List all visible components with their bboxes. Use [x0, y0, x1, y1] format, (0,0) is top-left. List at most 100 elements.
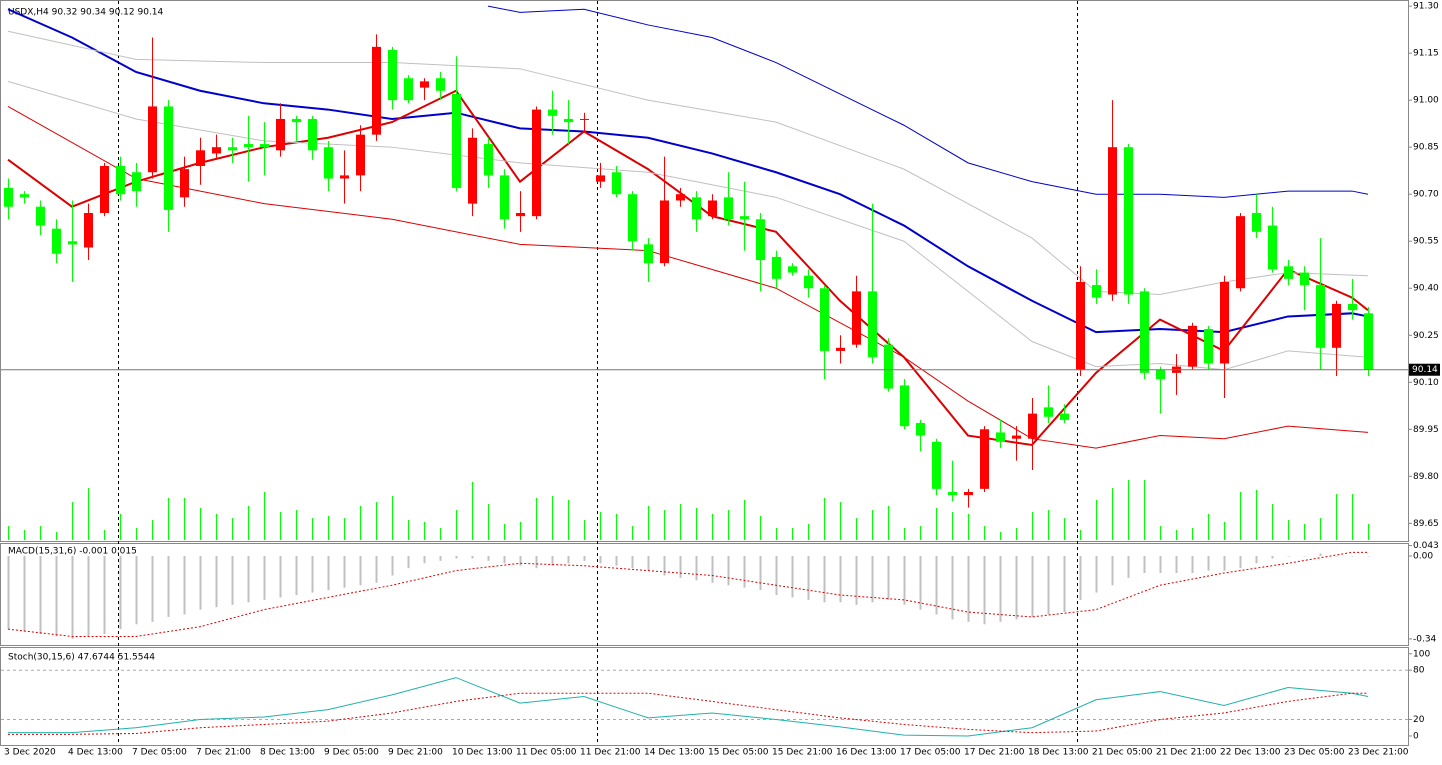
candle-body: [868, 291, 877, 358]
candle-body: [1316, 285, 1325, 348]
indicator-line: [7, 80, 1369, 371]
macd-bar: [855, 555, 858, 605]
x-tick-label: 9 Dec 21:00: [388, 748, 443, 758]
macd-bar: [951, 555, 954, 620]
candle-body: [516, 213, 525, 217]
x-tick-label: 11 Dec 05:00: [516, 748, 577, 758]
macd-bar: [663, 555, 666, 576]
macd-bar: [1287, 555, 1290, 557]
macd-bar: [487, 555, 490, 561]
y-tick-label: 0.00: [1413, 551, 1433, 561]
x-tick-label: 17 Dec 21:00: [964, 748, 1025, 758]
macd-bar: [279, 555, 282, 598]
macd-bar: [1175, 555, 1178, 574]
macd-bar: [1111, 555, 1114, 586]
candle-body: [148, 106, 157, 173]
candle-body: [468, 137, 477, 204]
y-tick-label: 91.00: [1413, 96, 1439, 106]
candle-body: [1012, 435, 1021, 439]
candle-body: [692, 197, 701, 220]
candle-body: [644, 244, 653, 264]
candle-body: [276, 118, 285, 151]
candle-body: [372, 46, 381, 135]
y-tick-label: 89.65: [1413, 519, 1439, 529]
candle-body: [340, 175, 349, 179]
candle-body: [244, 144, 253, 148]
price-label-box: [1409, 363, 1440, 376]
macd-bar: [39, 555, 42, 635]
macd-bar: [551, 555, 554, 566]
macd-bar: [215, 555, 218, 608]
macd-bar: [839, 555, 842, 603]
x-tick-label: 14 Dec 13:00: [644, 748, 705, 758]
macd-bar: [1031, 555, 1034, 617]
candle-body: [388, 50, 397, 101]
candle-body: [564, 118, 573, 123]
macd-bar: [887, 555, 890, 600]
macd-bar: [199, 555, 202, 610]
candle-body: [1108, 147, 1117, 295]
candle-body: [452, 93, 461, 188]
macd-bar: [823, 555, 826, 603]
macd-bar: [519, 555, 522, 566]
macd-bar: [1367, 555, 1370, 557]
x-tick-label: 23 Dec 21:00: [1348, 748, 1409, 758]
main-pane: [0, 0, 1409, 542]
candle-body: [980, 429, 989, 489]
macd-bar: [919, 555, 922, 610]
candle-body: [1236, 216, 1245, 289]
candle-body: [356, 134, 365, 176]
y-tick-label: 0.043: [1413, 541, 1439, 551]
candle-body: [180, 169, 189, 198]
candle-body: [884, 344, 893, 389]
macd-bar: [807, 555, 810, 600]
candle-body: [1124, 147, 1133, 295]
candle-body: [1092, 285, 1101, 298]
candle-body: [740, 216, 749, 220]
y-tick-label: 80: [1413, 666, 1425, 676]
y-tick-label: 90.40: [1413, 284, 1439, 294]
macd-bar: [759, 555, 762, 591]
candle-body: [132, 172, 141, 192]
macd-bar: [247, 555, 250, 603]
x-tick-label: 18 Dec 13:00: [1028, 748, 1089, 758]
candle-body: [756, 219, 765, 261]
macd-bar: [983, 555, 986, 625]
macd-bar: [903, 555, 906, 605]
x-tick-label: 23 Dec 05:00: [1284, 748, 1345, 758]
macd-bar: [1047, 555, 1050, 615]
candle-body: [612, 172, 621, 195]
macd-bar: [599, 555, 602, 564]
candle-body: [532, 109, 541, 217]
macd-bar: [727, 555, 730, 586]
macd-bar: [471, 555, 474, 559]
macd-bar: [631, 555, 634, 569]
candle-body: [1076, 281, 1085, 370]
candle-body: [260, 144, 269, 148]
y-tick-label: 20: [1413, 715, 1425, 725]
macd-bar: [1271, 555, 1274, 559]
x-tick-label: 21 Dec 21:00: [1156, 748, 1217, 758]
indicator-line: [7, 551, 1368, 637]
macd-bar: [55, 555, 58, 637]
candle-body: [212, 147, 221, 154]
candle-body: [84, 213, 93, 248]
candle-body: [1332, 303, 1341, 348]
macd-bar: [1191, 555, 1194, 574]
candle-body: [436, 78, 445, 91]
macd-bar: [7, 555, 10, 630]
macd-bar: [375, 555, 378, 583]
candle-body: [996, 432, 1005, 442]
macd-bar: [743, 555, 746, 588]
macd-bar: [1127, 555, 1130, 578]
candle-body: [164, 106, 173, 210]
macd-bar: [679, 555, 682, 578]
x-tick-label: 11 Dec 21:00: [580, 748, 641, 758]
macd-bar: [311, 555, 314, 593]
candle-body: [916, 423, 925, 436]
macd-bar: [535, 555, 538, 569]
macd-bar: [935, 555, 938, 615]
candle-body: [788, 266, 797, 273]
candle-body: [1252, 213, 1261, 232]
candle-body: [660, 200, 669, 264]
